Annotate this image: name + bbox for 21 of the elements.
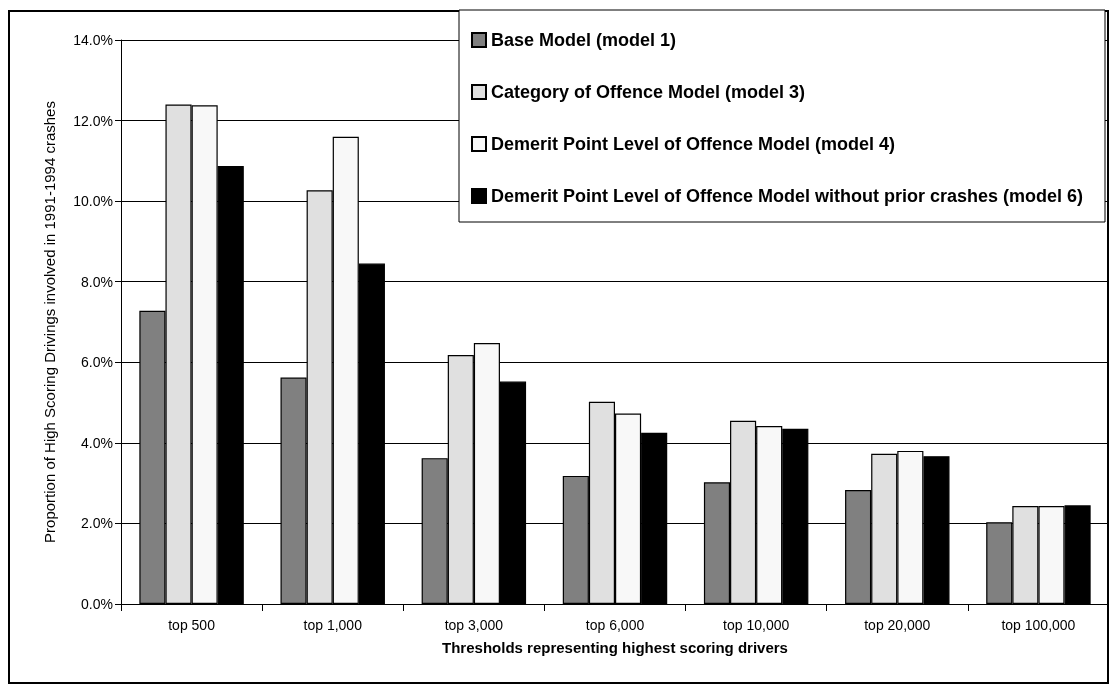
y-tick-label: 14.0% [73,32,113,48]
y-axis-title: Proportion of High Scoring Drivings involved in 1991-1994 crashes [40,101,58,543]
x-tick-label: top 10,000 [723,617,790,633]
x-tick-label: top 6,000 [585,617,645,633]
legend-label: Base Model (model 1) [491,30,677,50]
legend-label: Category of Offence Model (model 3) [491,82,806,102]
x-tick-label: top 500 [168,617,216,633]
x-tick-label: top 20,000 [864,617,931,633]
x-tick-label: top 100,000 [1001,617,1076,633]
y-tick-label: 8.0% [81,273,113,290]
legend-label: Demerit Point Level of Offence Model without prior crashes (model 6) [491,186,1084,206]
x-tick-label: top 1,000 [303,617,363,633]
legend-label: Demerit Point Level of Offence Model (model 4) [491,134,896,154]
x-axis-title: Thresholds representing highest scoring drivers [442,639,788,656]
y-tick-label: 2.0% [81,515,113,532]
y-tick-label: 12.0% [73,112,113,129]
y-tick-label: 10.0% [73,193,113,210]
y-tick-label: 4.0% [81,434,113,451]
y-tick-label: 0.0% [81,596,113,612]
x-tick-label: top 3,000 [444,617,504,633]
y-tick-label: 6.0% [81,354,113,371]
